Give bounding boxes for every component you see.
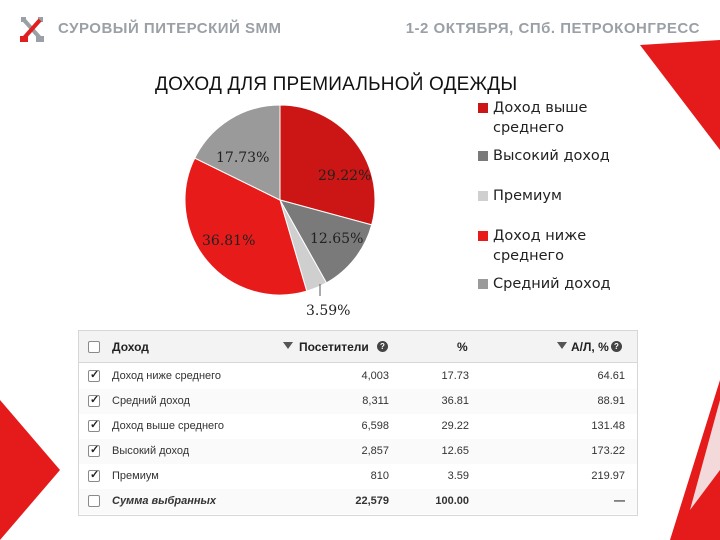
row-checkbox[interactable] — [88, 468, 100, 482]
row-name: Доход ниже среднего — [112, 370, 222, 382]
legend-swatch — [478, 231, 488, 241]
table-row: Доход ниже среднего 4,003 17.73 64.61 — [79, 364, 637, 389]
legend-label: Премиум — [493, 188, 562, 204]
row-name: Доход выше среднего — [112, 420, 225, 432]
column-header-visitors[interactable]: Посетители — [299, 340, 369, 354]
pie-slice-label: 36.81% — [202, 233, 255, 249]
total-visitors: 22,579 — [355, 495, 389, 507]
legend-item: Высокий доход — [478, 146, 658, 166]
sort-arrow-icon[interactable] — [557, 342, 567, 349]
table-row: Доход выше среднего 6,598 29.22 131.48 — [79, 414, 637, 439]
column-header-percent[interactable]: % — [457, 340, 468, 354]
row-al: 219.97 — [591, 470, 625, 482]
chart-title: ДОХОД ДЛЯ ПРЕМИАЛЬНОЙ ОДЕЖДЫ — [155, 74, 518, 95]
tools-logo-icon — [20, 17, 44, 42]
legend-label: Высокий доход — [493, 148, 610, 164]
pie-chart: 29.22% 12.65% 3.59% 36.81% 17.73% — [184, 104, 376, 319]
table-header: Доход Посетители ? % А/Л, % ? — [79, 331, 637, 363]
legend-swatch — [478, 279, 488, 289]
row-al: 173.22 — [591, 445, 625, 457]
row-name: Высокий доход — [112, 445, 190, 457]
pie-slice — [278, 199, 373, 284]
row-visitors: 810 — [370, 470, 389, 482]
pie-slice — [279, 104, 376, 226]
row-percent: 29.22 — [441, 420, 469, 432]
total-label: Сумма выбранных — [112, 495, 216, 507]
total-checkbox[interactable] — [88, 495, 100, 507]
row-name: Средний доход — [112, 395, 190, 407]
row-al: 64.61 — [597, 370, 625, 382]
corner-shard-right-decoration — [670, 380, 720, 540]
table-total-row: Сумма выбранных 22,579 100.00 — — [79, 489, 637, 514]
pie-slice-label: 17.73% — [216, 150, 269, 166]
legend-item: Доход ниже среднего — [478, 226, 658, 266]
pie-slice-label: 3.59% — [306, 303, 350, 319]
legend-item: Премиум — [478, 186, 658, 206]
row-name: Премиум — [112, 470, 159, 482]
brand-text: СУРОВЫЙ ПИТЕРСКИЙ SMM — [58, 20, 282, 37]
row-al: 131.48 — [591, 420, 625, 432]
legend-item: Средний доход — [478, 274, 658, 294]
legend-label: Доход выше среднего — [493, 100, 588, 136]
table-row: Высокий доход 2,857 12.65 173.22 — [79, 439, 637, 464]
total-percent: 100.00 — [435, 495, 469, 507]
row-checkbox[interactable] — [88, 368, 100, 382]
table-row: Средний доход 8,311 36.81 88.91 — [79, 389, 637, 414]
pie-slice-label: 29.22% — [318, 168, 371, 184]
row-checkbox[interactable] — [88, 443, 100, 457]
pie-slice-label: 12.65% — [310, 231, 363, 247]
corner-shard-left-decoration — [0, 400, 60, 540]
column-header-income[interactable]: Доход — [112, 340, 149, 354]
row-percent: 3.59 — [447, 470, 469, 482]
corner-shard-top-right-decoration — [640, 40, 720, 150]
pie-slice — [194, 104, 281, 201]
select-all-checkbox[interactable] — [88, 341, 100, 353]
pie-slice — [184, 157, 308, 296]
chart-legend: Доход выше среднего Высокий доход Премиу… — [478, 98, 658, 302]
legend-swatch — [478, 151, 488, 161]
legend-label: Доход ниже среднего — [493, 228, 587, 264]
header-bar: СУРОВЫЙ ПИТЕРСКИЙ SMM 1-2 ОКТЯБРЯ, СПб. … — [0, 0, 720, 62]
total-al: — — [614, 495, 625, 507]
income-table: Доход Посетители ? % А/Л, % ? Доход ниже… — [78, 330, 638, 516]
row-percent: 12.65 — [441, 445, 469, 457]
row-percent: 36.81 — [441, 395, 469, 407]
legend-swatch — [478, 191, 488, 201]
row-percent: 17.73 — [441, 370, 469, 382]
sort-arrow-icon[interactable] — [283, 342, 293, 349]
row-visitors: 6,598 — [361, 420, 389, 432]
row-al: 88.91 — [597, 395, 625, 407]
event-text: 1-2 ОКТЯБРЯ, СПб. ПЕТРОКОНГРЕСС — [405, 20, 700, 37]
legend-label: Средний доход — [493, 276, 611, 292]
row-visitors: 2,857 — [361, 445, 389, 457]
help-icon[interactable]: ? — [611, 341, 622, 352]
legend-swatch — [478, 103, 488, 113]
table-row: Премиум 810 3.59 219.97 — [79, 464, 637, 489]
row-checkbox[interactable] — [88, 418, 100, 432]
row-visitors: 4,003 — [361, 370, 389, 382]
help-icon[interactable]: ? — [377, 341, 388, 352]
legend-item: Доход выше среднего — [478, 98, 658, 138]
column-header-al[interactable]: А/Л, % — [571, 340, 609, 354]
row-checkbox[interactable] — [88, 393, 100, 407]
row-visitors: 8,311 — [362, 395, 389, 407]
